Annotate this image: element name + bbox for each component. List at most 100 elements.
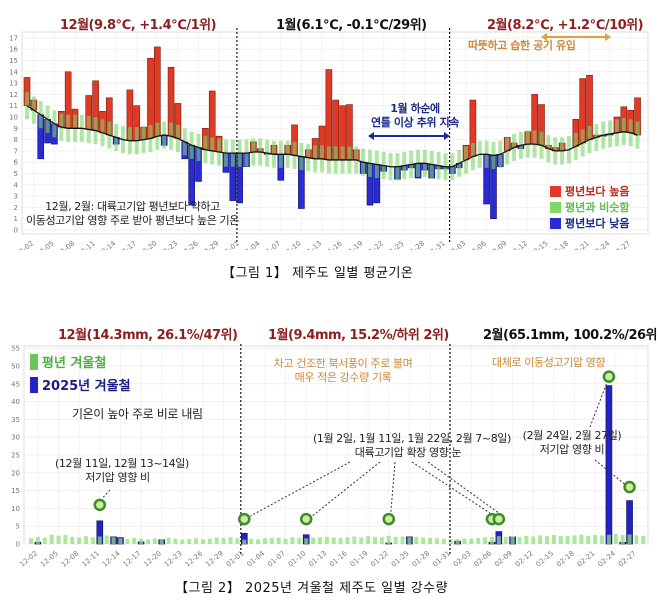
bar-normal-precip [256,539,261,544]
x-tick-label: 12-29 [200,239,221,250]
x-tick-label: 01-31 [426,239,447,250]
x-tick-label: 12-26 [184,549,205,569]
bar-normal-precip [166,537,171,544]
x-tick-label: 12-29 [204,549,225,568]
x-tick-label: 12-23 [163,549,184,568]
y-tick-label: 10 [9,114,18,122]
normal-line [26,105,638,168]
y-tick-label: 40 [11,398,20,406]
bar-normal-precip [538,535,543,544]
dec-precip-title: 12월(14.3mm, 26.1%/47위) [58,328,238,343]
bar-normal-precip [35,536,40,544]
legend-label: 평년보다 낮음 [565,217,630,230]
legend-similar: 평년과 비슷함 [550,199,630,215]
feb-warm-note: 따뜻하고 습한 공기 유입 [468,39,576,52]
bar-normal-precip [29,538,33,544]
x-tick-label: 02-15 [529,239,550,250]
y-tick-label: 25 [11,452,20,460]
y-tick-label: 0 [16,541,20,549]
note-line: 매우 적은 강수량 기록 [294,371,392,384]
bar-normal-precip [311,537,316,544]
bar-normal-precip [235,538,240,544]
feb-precip-title: 2월(65.1mm, 100.2%/26위) [483,328,658,343]
x-tick-label: 01-04 [241,239,262,250]
note-line: 이동성고기압 영향 주로 받아 평년보다 높은 기온 [26,214,239,227]
leader-line [427,461,500,514]
bar-normal-precip [118,538,123,544]
x-tick-label: 12-08 [60,549,81,568]
x-tick-label: 02-12 [514,549,535,568]
x-tick-label: 02-18 [555,549,576,568]
bar-normal-precip [70,536,75,544]
bar-normal-precip [249,539,254,544]
x-tick-label: 12-05 [35,239,56,250]
bar-normal-precip [77,537,82,544]
x-tick-label: 02-27 [617,549,638,568]
bar-normal-precip [269,537,274,544]
bar-normal-precip [366,536,371,544]
bar-normal-precip [359,537,364,544]
bar-normal-precip [201,539,205,544]
bar-normal-precip [641,535,646,544]
x-tick-label: 12-02 [18,549,39,568]
bar-normal-precip [455,539,460,544]
bar-normal-precip [393,536,398,544]
bar-normal-precip [132,537,137,544]
bar-normal-precip [531,536,536,544]
legend-above: 평년보다 높음 [550,183,630,199]
legend-below: 평년보다 낮음 [550,215,630,231]
y-tick-label: 12 [9,91,18,99]
bar-normal-precip [152,538,157,544]
x-tick-label: 12-05 [39,549,60,568]
bar-normal-precip [613,534,618,544]
bar-normal-precip [304,538,309,544]
x-tick-label: 12-14 [97,239,118,250]
x-tick-label: 01-16 [328,549,349,569]
bar-normal-precip [545,536,549,544]
x-tick-label: 01-01 [220,239,241,250]
x-tick-label: 01-16 [323,239,344,250]
bar-normal-precip [324,536,329,544]
x-tick-label: 02-06 [473,549,494,569]
x-tick-label: 02-09 [488,239,509,250]
y-tick-label: 55 [11,345,20,353]
dec-event-note: (12월 11일, 12월 13~14일) 저기압 영향 비 [55,457,189,485]
event-marker-circle [238,512,251,526]
y-tick-label: 50 [11,363,20,371]
bar-normal-precip [352,536,357,544]
x-tick-label: 01-25 [385,239,406,250]
y-tick-label: 14 [9,68,18,76]
plot-frame [23,345,649,545]
y-tick-label: 16 [9,46,18,54]
x-tick-label: 02-21 [576,549,597,568]
bar-normal-precip [469,538,474,544]
bar-normal-precip [63,535,68,544]
figure1-caption: 【그림 1】 제주도 일별 평균기온 [222,266,414,281]
x-tick-label: 02-24 [596,549,617,569]
x-tick-label: 02-15 [534,549,555,568]
x-tick-label: 02-12 [508,239,529,250]
bar-normal-precip [627,534,632,544]
y-tick-label: 2 [14,204,18,212]
note-line: 저기압 영향 비 [539,443,605,456]
x-tick-label: 01-07 [266,549,287,568]
bar-normal-precip [407,537,412,544]
note-line: 대륙고기압 확장 영향 눈 [354,446,462,459]
bar-normal-precip [448,539,453,544]
bar-normal-precip [56,535,61,544]
jan-temp-title: 1월(6.1℃, -0.1℃/29위) [276,18,427,33]
leader-line [250,461,351,517]
x-tick-label: 02-09 [493,549,514,568]
feb-temp-title: 2월(8.2℃, +1.2℃/10위) [487,18,644,33]
bar-normal-precip [228,537,233,544]
bar-normal-precip [338,537,343,544]
bar-normal-precip [441,538,446,544]
bar-normal-precip [180,539,185,544]
bar-normal-precip [276,537,281,544]
x-tick-label: 12-26 [179,239,200,250]
bar-normal-precip [290,537,295,544]
bar-normal-precip [173,538,178,544]
bar-normal-precip [373,536,377,544]
